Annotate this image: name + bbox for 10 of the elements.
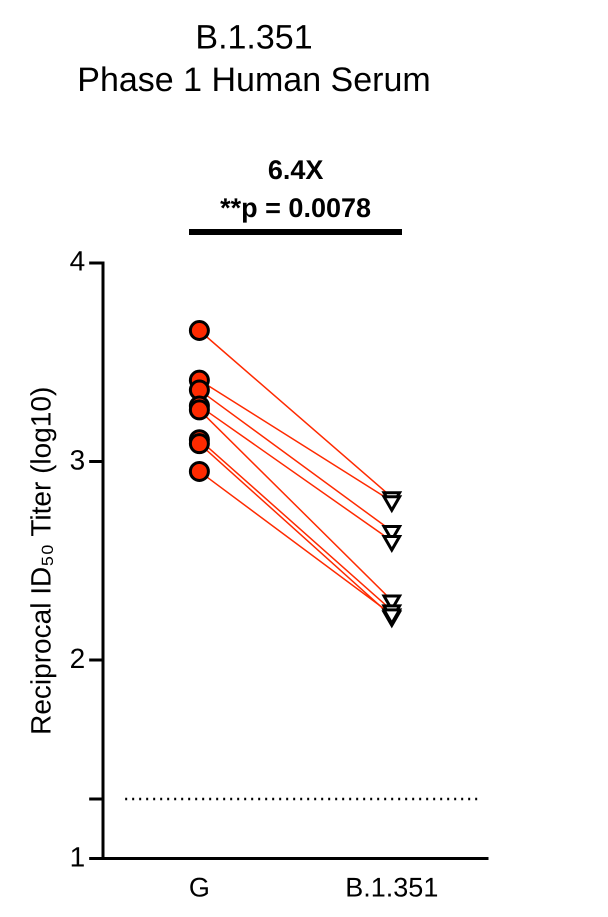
y-tick-label: 3 <box>70 444 86 476</box>
y-tick-label: 2 <box>70 642 86 674</box>
y-tick-label: 4 <box>70 246 86 277</box>
text: **p = 0.0078 <box>220 193 372 223</box>
text: 6.4X <box>268 155 324 185</box>
chart-title: B.1.351 Phase 1 Human Serum <box>77 18 431 100</box>
x-tick-label: G <box>188 872 210 902</box>
x-tick-label: B.1.351 <box>345 872 438 902</box>
y-axis-title: Reciprocal ID₅₀ Titer (log10) <box>26 386 57 735</box>
y-tick-label: 1 <box>70 841 86 872</box>
